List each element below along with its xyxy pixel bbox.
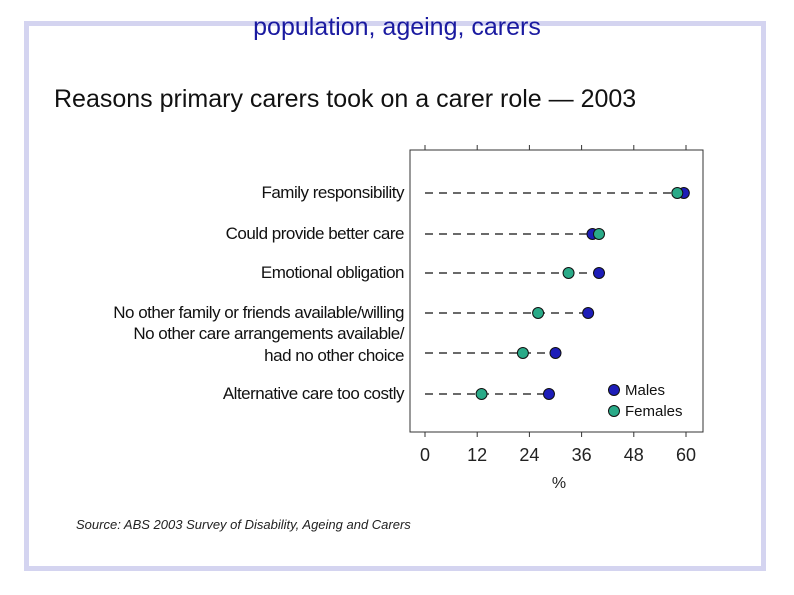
x-tick-label: 24 <box>519 445 539 465</box>
category-label: Alternative care too costly <box>223 384 405 403</box>
plot-frame <box>409 149 704 433</box>
category-label: Emotional obligation <box>261 263 404 282</box>
x-tick-label: 36 <box>572 445 592 465</box>
category-label: No other care arrangements available/had… <box>133 324 404 365</box>
chart-title: Reasons primary carers took on a carer r… <box>54 85 637 113</box>
legend-marker-females <box>608 405 620 417</box>
category-label: Family responsibility <box>261 183 405 202</box>
male-dot <box>549 347 562 359</box>
male-dot <box>582 307 595 319</box>
female-dot <box>593 228 605 240</box>
female-dot <box>532 307 545 319</box>
x-tick-label: 48 <box>624 445 644 465</box>
slide-header: population, ageing, carers <box>253 13 541 41</box>
x-tick-label: 60 <box>676 445 696 465</box>
male-dot <box>593 267 605 279</box>
x-axis-label: % <box>552 475 566 492</box>
slide-frame <box>24 21 766 571</box>
legend-marker-males <box>608 384 620 396</box>
source-note: Source: ABS 2003 Survey of Disability, A… <box>76 517 411 532</box>
x-tick-label: 12 <box>467 445 487 465</box>
category-label: Could provide better care <box>226 224 404 243</box>
legend-label-males: Males <box>625 382 665 399</box>
x-tick-label: 0 <box>420 445 430 465</box>
female-dot <box>475 388 488 400</box>
female-dot <box>671 187 684 199</box>
legend-label-females: Females <box>625 403 683 420</box>
female-dot <box>516 347 529 359</box>
female-dot <box>562 267 575 279</box>
male-dot <box>542 388 555 400</box>
category-label: No other family or friends available/wil… <box>113 303 404 322</box>
